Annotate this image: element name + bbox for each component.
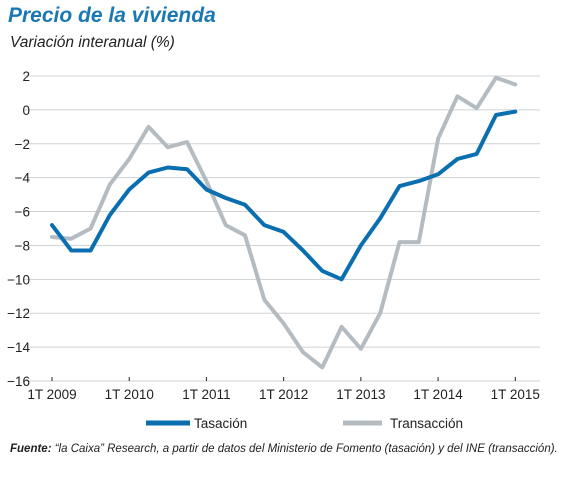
y-tick-label: −6 (15, 205, 30, 220)
y-tick-label: −16 (7, 374, 30, 389)
x-tick-label: 1T 2010 (105, 387, 154, 402)
series-line-transaccin (50, 75, 518, 370)
legend-label: Tasación (194, 416, 247, 431)
chart-subtitle: Variación interanual (%) (10, 34, 175, 51)
y-tick-label: −2 (15, 137, 30, 152)
source-text: “la Caixa” Research, a partir de datos d… (51, 443, 558, 455)
x-tick-label: 1T 2013 (336, 387, 385, 402)
x-tick-label: 1T 2011 (182, 387, 230, 402)
y-tick-label: −8 (15, 238, 30, 253)
chart-title: Precio de la vivienda (8, 4, 216, 27)
x-tick-label: 1T 2015 (491, 387, 540, 402)
y-tick-label: −12 (7, 306, 30, 321)
x-tick-label: 1T 2009 (27, 387, 76, 402)
source-note: Fuente: “la Caixa” Research, a partir de… (10, 441, 562, 457)
x-tick-label: 1T 2014 (413, 387, 463, 402)
series-line-tasacin (50, 109, 518, 282)
x-tick-label: 1T 2012 (259, 387, 308, 402)
source-label: Fuente: (10, 443, 52, 455)
y-tick-label: −4 (15, 171, 31, 186)
legend-label: Transacción (390, 416, 463, 431)
y-tick-label: 2 (22, 69, 30, 84)
y-tick-label: −14 (7, 340, 30, 355)
y-tick-label: 0 (22, 103, 30, 118)
y-tick-label: −10 (7, 272, 30, 287)
